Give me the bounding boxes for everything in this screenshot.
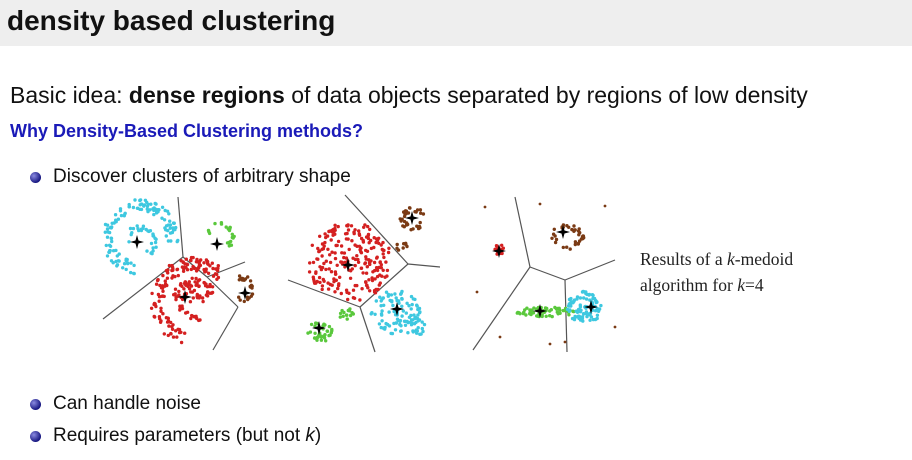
bullet-text: Can handle noise bbox=[53, 393, 201, 414]
bullet-arbitrary-shape: Discover clusters of arbitrary shape bbox=[30, 166, 351, 188]
clustering-figure bbox=[102, 194, 617, 353]
intro-text: Basic idea: dense regions of data object… bbox=[10, 82, 808, 109]
medoid-star-icon bbox=[178, 290, 192, 304]
panel-right bbox=[472, 196, 616, 353]
bullet-noise: Can handle noise bbox=[30, 393, 201, 415]
intro-suffix: of data objects separated by regions of … bbox=[284, 82, 808, 108]
bullet-parameters: Requires parameters (but not k) bbox=[30, 425, 321, 447]
bullet-dot-icon bbox=[30, 398, 41, 410]
caption-line-1: Results of a k-medoid bbox=[640, 249, 794, 269]
medoid-star-icon bbox=[390, 302, 404, 316]
medoid-star-icon bbox=[492, 244, 506, 258]
medoid-star-icon bbox=[130, 235, 144, 249]
bullet-text: Discover clusters of arbitrary shape bbox=[53, 166, 351, 187]
intro-prefix: Basic idea: bbox=[10, 82, 129, 108]
figure-caption: Results of a k-medoid algorithm for k=4 bbox=[640, 246, 793, 298]
panel-left bbox=[102, 196, 246, 351]
slide-title: density based clustering bbox=[7, 5, 336, 36]
bullet-text: Requires parameters (but not k) bbox=[53, 425, 322, 446]
intro-emphasis: dense regions bbox=[128, 82, 285, 108]
bullet-dot-icon bbox=[30, 430, 41, 442]
medoid-star-icon bbox=[238, 286, 252, 300]
medoid-star-icon bbox=[341, 258, 355, 272]
medoid-star-icon bbox=[584, 300, 598, 314]
medoid-markers bbox=[130, 211, 598, 335]
medoid-star-icon bbox=[405, 211, 419, 225]
caption-line-2: algorithm for k=4 bbox=[640, 275, 764, 295]
panel-middle bbox=[287, 194, 441, 353]
bullet-dot-icon bbox=[30, 171, 41, 183]
medoid-star-icon bbox=[210, 237, 224, 251]
title-bar bbox=[0, 0, 912, 46]
medoid-star-icon bbox=[312, 321, 326, 335]
medoid-star-icon bbox=[556, 225, 570, 239]
medoid-star-icon bbox=[533, 304, 547, 318]
subheading: Why Density-Based Clustering methods? bbox=[10, 121, 364, 141]
